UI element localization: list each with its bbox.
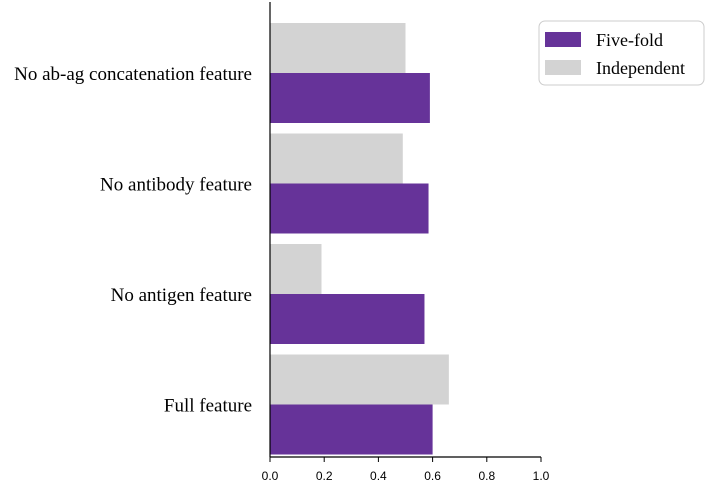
legend: Five-fold Independent	[538, 20, 705, 86]
bars-group	[270, 23, 449, 455]
x-tick-label-0-8: 0.8	[478, 469, 495, 483]
legend-label-independent: Independent	[596, 58, 685, 78]
x-tick-label-0-0: 0.0	[262, 469, 279, 483]
x-tick-label-0-2: 0.2	[316, 469, 333, 483]
category-label-no-antigen-feature: No antigen feature	[111, 285, 252, 306]
bar-independent-no-ab-ag-concatenation-feature	[270, 23, 406, 73]
x-axis-ticks: 0.0 0.2 0.4 0.6 0.8 1.0	[262, 457, 550, 483]
legend-swatch-five-fold	[545, 32, 581, 47]
legend-swatch-independent	[545, 60, 581, 75]
bar-five-fold-no-ab-ag-concatenation-feature	[270, 73, 430, 123]
category-label-no-antibody-feature: No antibody feature	[100, 175, 252, 196]
bar-independent-no-antigen-feature	[270, 244, 322, 294]
x-tick-label-1-0: 1.0	[533, 469, 550, 483]
bar-independent-no-antibody-feature	[270, 133, 403, 184]
bar-five-fold-no-antibody-feature	[270, 183, 429, 234]
bar-independent-full-feature	[270, 354, 449, 405]
x-tick-label-0-6: 0.6	[424, 469, 441, 483]
category-label-full-feature: Full feature	[164, 396, 252, 417]
legend-label-five-fold: Five-fold	[596, 30, 663, 50]
bar-five-fold-full-feature	[270, 404, 433, 455]
category-label-no-ab-ag-concatenation-feature: No ab-ag concatenation feature	[14, 64, 252, 85]
x-tick-label-0-4: 0.4	[370, 469, 387, 483]
category-labels: No ab-ag concatenation feature No antibod…	[14, 64, 252, 417]
bar-five-fold-no-antigen-feature	[270, 294, 425, 344]
